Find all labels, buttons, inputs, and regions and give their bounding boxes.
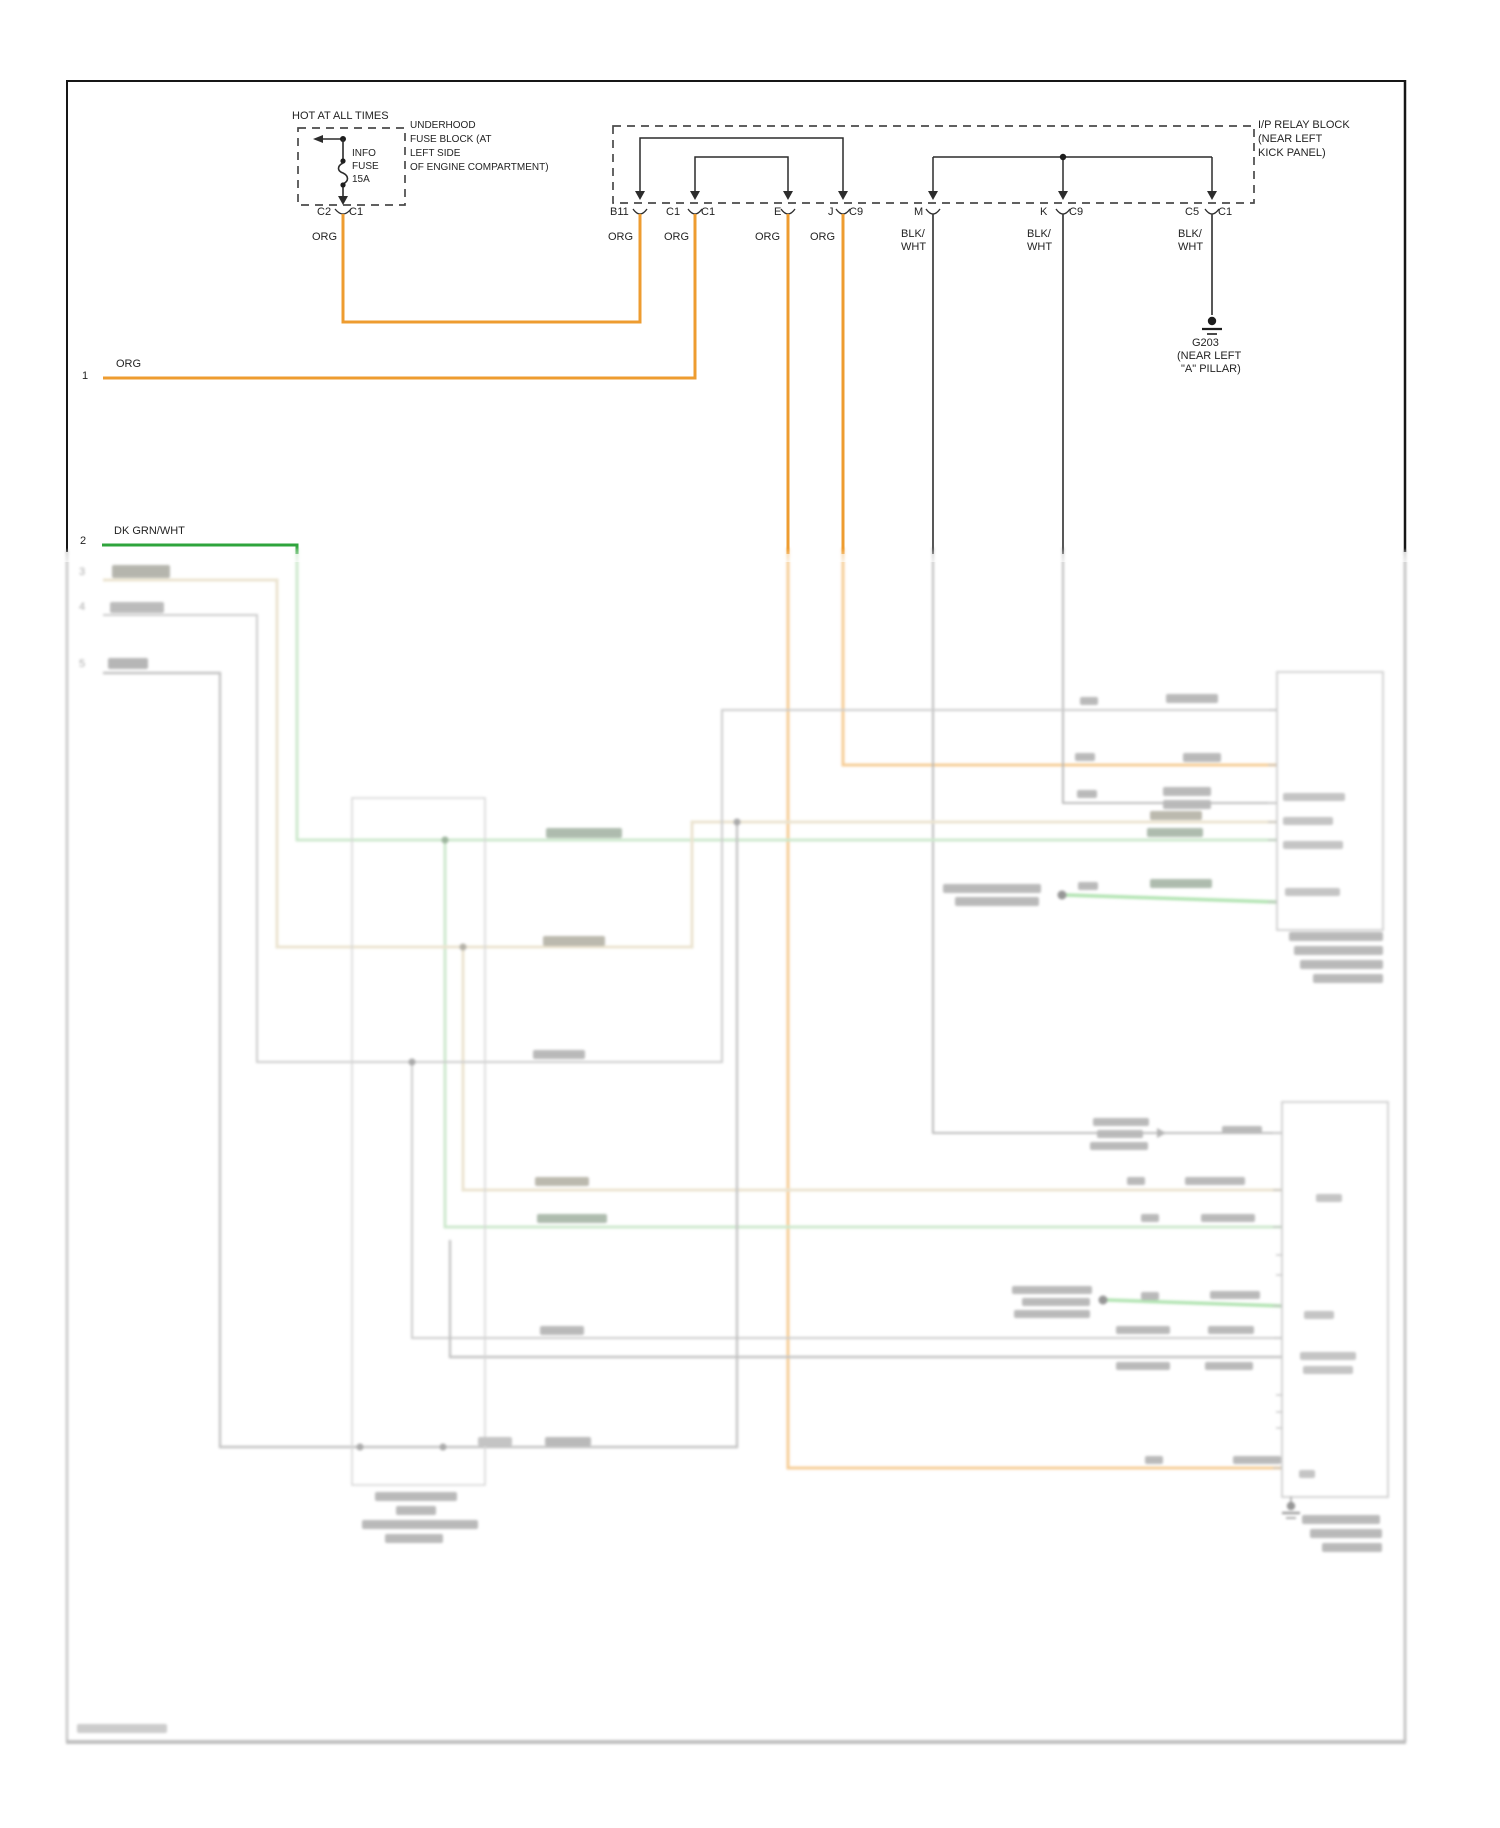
- wire-label-org-j: ORG: [810, 231, 836, 243]
- box2-ground-symbol: [1282, 1497, 1300, 1519]
- wire-label-org-c1: ORG: [664, 231, 690, 243]
- wire-label-org-b11: ORG: [608, 231, 634, 243]
- fuse-block-name-1: UNDERHOOD: [410, 120, 476, 131]
- fuse-block-name-3: LEFT SIDE: [410, 148, 461, 159]
- circuit-4-number: 4: [79, 601, 86, 613]
- blurred-label-blobs: [77, 565, 1383, 1733]
- box-pin-ticks: [1268, 709, 1282, 1469]
- fuse-symbol: [337, 162, 349, 185]
- wire-label-blkwht-m-2: WHT: [901, 241, 927, 253]
- conn-c1: C1: [349, 206, 364, 218]
- conn-k: K: [1040, 206, 1048, 218]
- circuit-1-number: 1: [82, 370, 89, 382]
- circuit-1-label: ORG: [116, 358, 142, 370]
- ground-loc-1: (NEAR LEFT: [1177, 350, 1242, 362]
- right-component-box-1: [1276, 671, 1384, 931]
- right-component-box-2: [1281, 1101, 1389, 1498]
- conn-c9b: C9: [1069, 206, 1084, 218]
- inline-connector-arrow: [1157, 1128, 1166, 1138]
- wire-label-blkwht-m-1: BLK/: [901, 228, 925, 240]
- conn-c1c: C1: [1218, 206, 1233, 218]
- orange-wires: [103, 214, 845, 554]
- diagram-frame: [66, 80, 1407, 552]
- wire-label-org-fuse: ORG: [312, 231, 338, 243]
- wire-label-blkwht-k-2: WHT: [1027, 241, 1053, 253]
- faded-orange-wires: [786, 548, 1283, 1470]
- conn-b11: B11: [610, 206, 629, 218]
- faded-splice-wires: [1065, 893, 1283, 1308]
- conn-j: J: [828, 206, 834, 218]
- circuit-2-number: 2: [80, 535, 87, 547]
- conn-c2: C2: [317, 206, 332, 218]
- faded-gray-wire-4: [103, 614, 1282, 1339]
- circuit-2-label: DK GRN/WHT: [114, 525, 185, 537]
- relay-block-name-1: I/P RELAY BLOCK: [1258, 119, 1350, 131]
- wire-label-org-e: ORG: [755, 231, 781, 243]
- conn-c1b: C1: [701, 206, 716, 218]
- ground-loc-2: "A" PILLAR): [1181, 363, 1241, 375]
- faded-green-wires: [295, 548, 1282, 1229]
- middle-component-box: [351, 797, 486, 1486]
- ground-id: G203: [1192, 337, 1219, 349]
- relay-block-name-3: KICK PANEL): [1258, 147, 1326, 159]
- fuse-block-name-4: OF ENGINE COMPARTMENT): [410, 162, 549, 173]
- conn-e: E: [774, 206, 782, 218]
- wire-label-blkwht-c5-2: WHT: [1178, 241, 1204, 253]
- ground-symbol: [1202, 316, 1222, 335]
- fuse-label-3: 15A: [352, 174, 370, 185]
- watermark-blob: [77, 1724, 167, 1733]
- conn-c9a: C9: [849, 206, 864, 218]
- fuse-label-2: FUSE: [352, 161, 379, 172]
- circuit-5-number: 5: [79, 658, 86, 670]
- fuse-block-box: [297, 127, 406, 215]
- fuse-block-name-2: FUSE BLOCK (AT: [410, 134, 492, 145]
- wire-label-blkwht-k-1: BLK/: [1027, 228, 1051, 240]
- fuse-label-1: INFO: [352, 148, 376, 159]
- faded-tan-wires: [103, 578, 1282, 1192]
- faded-gray-wire-5: [103, 671, 1282, 1449]
- relay-block-box: [612, 125, 1255, 215]
- hot-at-all-times-label: HOT AT ALL TIMES: [292, 110, 389, 122]
- conn-m: M: [914, 206, 924, 218]
- black-wires: [932, 214, 1213, 554]
- conn-c5: C5: [1185, 206, 1200, 218]
- conn-c1a: C1: [666, 206, 681, 218]
- relay-block-name-2: (NEAR LEFT: [1258, 133, 1323, 145]
- wire-label-blkwht-c5-1: BLK/: [1178, 228, 1202, 240]
- circuit-3-number: 3: [79, 566, 86, 578]
